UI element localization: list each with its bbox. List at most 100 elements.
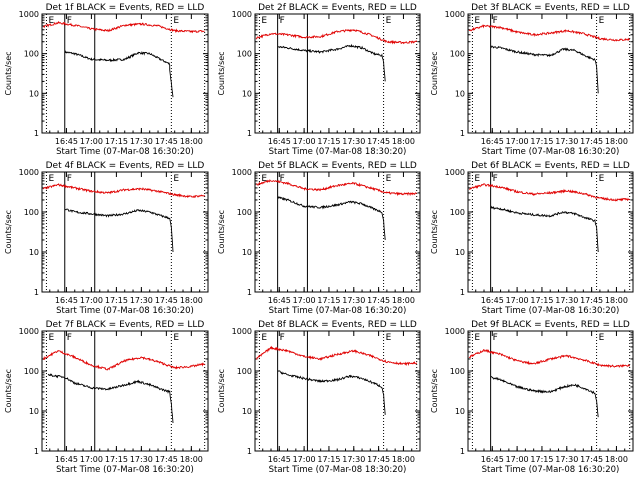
y-tick-label: 1: [247, 288, 252, 297]
plot-frame: [254, 171, 421, 293]
x-tick-label: 18:00: [605, 296, 628, 305]
series-line-lld: [468, 349, 631, 368]
y-tick-label: 10: [29, 248, 39, 257]
series-line-events: [490, 45, 599, 94]
x-tick-label: 17:45: [367, 137, 390, 146]
series-line-lld: [468, 183, 631, 202]
chart-title: Det 7f BLACK = Events, RED = LLD: [46, 320, 205, 330]
plot-frame: [467, 330, 634, 452]
y-tick-label: 100: [24, 367, 39, 376]
series-line-events: [490, 205, 599, 253]
x-tick-label: 17:00: [293, 296, 316, 305]
y-tick-label: 1000: [19, 10, 39, 19]
time-marker-label: E: [474, 333, 480, 343]
x-tick-label: 16:45: [55, 296, 78, 305]
x-tick-label: 16:45: [55, 455, 78, 464]
chart-title: Det 5f BLACK = Events, RED = LLD: [258, 161, 417, 171]
chart-title: Det 3f BLACK = Events, RED = LLD: [471, 3, 630, 13]
y-tick-label: 1: [34, 288, 39, 297]
x-tick-label: 18:00: [180, 296, 203, 305]
x-tick-label: 17:15: [530, 296, 553, 305]
x-axis-label: Start Time (07-Mar-08 16:30:20): [482, 465, 620, 475]
x-tick-label: 17:15: [317, 296, 340, 305]
series-line-lld: [42, 183, 205, 198]
x-tick-label: 18:00: [392, 296, 415, 305]
series-line-lld: [468, 24, 630, 42]
x-tick-label: 17:15: [317, 455, 340, 464]
time-marker-label: E: [48, 333, 54, 343]
x-tick-label: 18:00: [605, 455, 628, 464]
time-marker-label: E: [173, 174, 179, 184]
time-marker-label: E: [386, 16, 392, 26]
time-marker-label: E: [173, 333, 179, 343]
y-tick-label: 100: [24, 208, 39, 217]
x-tick-label: 16:45: [268, 137, 291, 146]
time-marker-label: E: [599, 333, 605, 343]
time-marker-label: E: [474, 16, 480, 26]
x-tick-label: 18:00: [392, 455, 415, 464]
y-tick-label: 1000: [19, 327, 39, 336]
chart-title: Det 6f BLACK = Events, RED = LLD: [471, 161, 630, 171]
x-axis-label: Start Time (07-Mar-08 16:30:20): [482, 147, 620, 157]
x-tick-label: 17:15: [105, 137, 128, 146]
series-line-events: [64, 50, 174, 98]
x-axis-label: Start Time (07-Mar-08 16:30:20): [269, 306, 407, 316]
y-tick-label: 100: [450, 208, 465, 217]
x-tick-label: 16:45: [268, 296, 291, 305]
time-marker-label: F: [280, 16, 285, 26]
x-tick-label: 17:30: [555, 137, 578, 146]
x-tick-label: 18:00: [180, 137, 203, 146]
chart-title: Det 4f BLACK = Events, RED = LLD: [46, 161, 205, 171]
time-marker-label: F: [493, 333, 498, 343]
time-marker-label: E: [599, 16, 605, 26]
x-tick-label: 17:00: [506, 296, 529, 305]
series-line-events: [47, 373, 174, 424]
series-line-lld: [42, 20, 205, 34]
x-tick-label: 17:30: [555, 296, 578, 305]
y-tick-label: 1000: [445, 10, 465, 19]
x-tick-label: 17:00: [80, 296, 103, 305]
x-tick-label: 17:00: [80, 137, 103, 146]
chart-title: Det 1f BLACK = Events, RED = LLD: [46, 3, 205, 13]
time-marker-label: F: [67, 333, 72, 343]
y-tick-label: 10: [455, 248, 465, 257]
time-marker-label: E: [474, 174, 480, 184]
time-marker-label: E: [48, 174, 54, 184]
series-line-events: [64, 208, 174, 253]
plot-frame: [467, 13, 634, 134]
y-axis-label: Counts/sec: [4, 369, 13, 413]
x-tick-label: 17:30: [555, 455, 578, 464]
x-axis-label: Start Time (07-Mar-08 16:30:20): [56, 306, 194, 316]
x-tick-label: 17:45: [580, 455, 603, 464]
y-axis-label: Counts/sec: [430, 210, 439, 254]
x-tick-label: 17:30: [130, 137, 153, 146]
y-tick-label: 1000: [232, 10, 252, 19]
y-tick-label: 10: [242, 407, 252, 416]
chart-panel-1: Det 1f BLACK = Events, RED = LLD 1 10 100 10…: [4, 3, 209, 157]
y-tick-label: 1: [34, 129, 39, 138]
y-tick-label: 100: [237, 208, 252, 217]
chart-panel-3: Det 3f BLACK = Events, RED = LLD 1 10 100 10…: [430, 3, 634, 157]
y-tick-label: 1: [247, 447, 252, 456]
y-tick-label: 10: [455, 407, 465, 416]
x-tick-label: 17:30: [130, 455, 153, 464]
chart-panel-4: Det 4f BLACK = Events, RED = LLD 1 10 100 10…: [4, 161, 209, 316]
x-tick-label: 17:15: [105, 455, 128, 464]
chart-title: Det 8f BLACK = Events, RED = LLD: [258, 320, 417, 330]
x-tick-label: 17:00: [293, 137, 316, 146]
y-axis-label: Counts/sec: [217, 369, 226, 413]
time-marker-label: F: [280, 174, 285, 184]
chart-panel-7: Det 7f BLACK = Events, RED = LLD 1 10 100 10…: [4, 320, 209, 475]
x-tick-label: 17:00: [506, 137, 529, 146]
time-marker-label: E: [173, 16, 179, 26]
chart-title: Det 9f BLACK = Events, RED = LLD: [471, 320, 630, 330]
x-tick-label: 18:00: [392, 137, 415, 146]
series-line-lld: [255, 28, 418, 45]
y-tick-label: 100: [237, 50, 252, 59]
x-tick-label: 16:45: [55, 137, 78, 146]
y-axis-label: Counts/sec: [4, 210, 13, 254]
x-tick-label: 17:15: [530, 137, 553, 146]
x-tick-label: 16:45: [481, 455, 504, 464]
x-tick-label: 17:15: [530, 455, 553, 464]
y-axis-label: Counts/sec: [217, 210, 226, 254]
